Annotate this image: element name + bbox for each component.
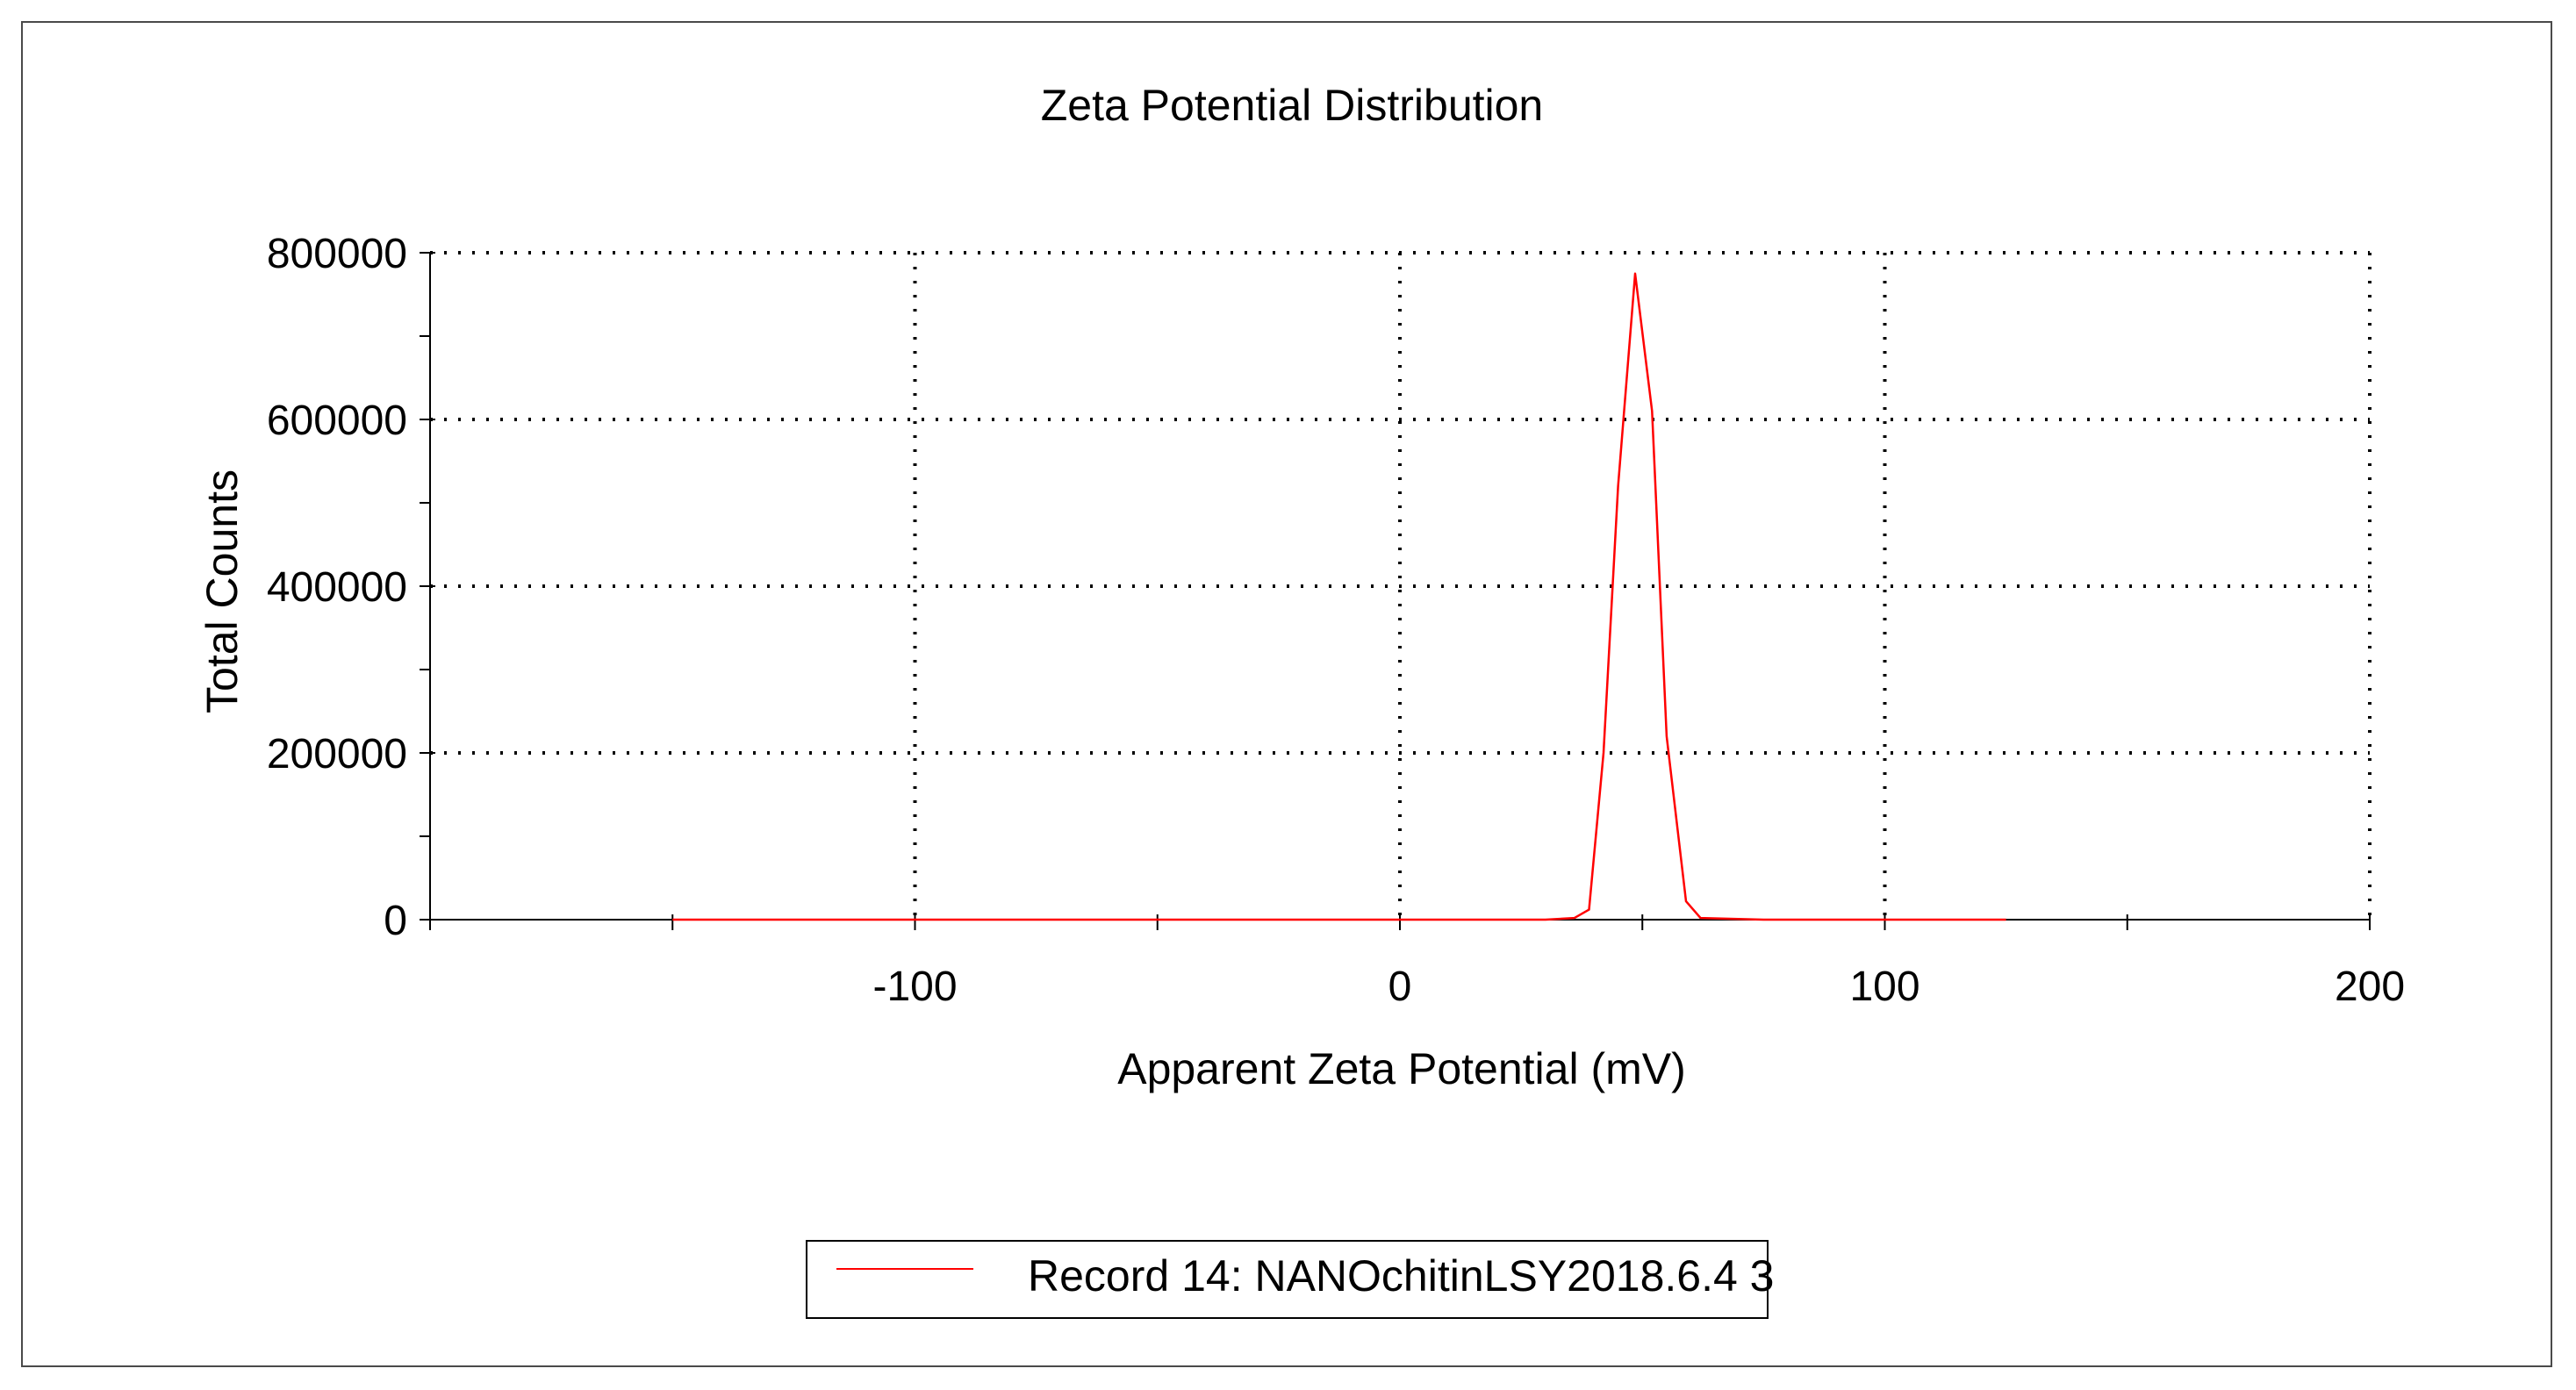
series-layer bbox=[672, 272, 2006, 921]
y-tick-label-0: 0 bbox=[384, 898, 407, 944]
grid-layer bbox=[430, 251, 2371, 920]
y-tick-label-400000: 400000 bbox=[267, 564, 407, 611]
x-tick-label-200: 200 bbox=[2335, 964, 2405, 1010]
y-tick-label-600000: 600000 bbox=[267, 398, 407, 444]
y-tick-label-200000: 200000 bbox=[267, 731, 407, 777]
series-line-0 bbox=[672, 272, 2006, 921]
y-tick-label-800000: 800000 bbox=[267, 231, 407, 277]
axis-layer bbox=[420, 252, 2371, 930]
x-tick-label-100: 100 bbox=[1849, 964, 1919, 1010]
y-axis-label: Total Counts bbox=[197, 469, 247, 713]
legend-entry-label: Record 14: NANOchitinLSY2018.6.4 3 bbox=[1028, 1251, 1775, 1300]
legend: Record 14: NANOchitinLSY2018.6.4 3 bbox=[806, 1240, 1775, 1319]
chart-frame: Zeta Potential Distribution 0 200000 40000… bbox=[21, 21, 2552, 1367]
legend-box bbox=[806, 1240, 1769, 1319]
x-tick-label--100: -100 bbox=[872, 964, 957, 1010]
chart-svg: Zeta Potential Distribution 0 200000 40000… bbox=[197, 81, 2405, 1319]
x-axis-label: Apparent Zeta Potential (mV) bbox=[1117, 1044, 1686, 1093]
x-tick-label-0: 0 bbox=[1388, 964, 1412, 1010]
tick-label-layer: 0 200000 400000 600000 800000 -100 0 100 200 bbox=[267, 231, 2405, 1010]
chart-title: Zeta Potential Distribution bbox=[1041, 81, 1544, 130]
